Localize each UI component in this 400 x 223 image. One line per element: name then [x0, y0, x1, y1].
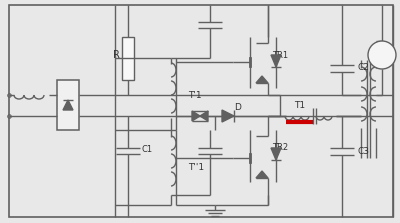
Text: TR2: TR2: [272, 143, 288, 153]
Circle shape: [368, 41, 396, 69]
Polygon shape: [256, 76, 268, 83]
Text: R: R: [113, 50, 120, 60]
Text: C2: C2: [357, 64, 369, 72]
Polygon shape: [271, 55, 281, 67]
Text: TR1: TR1: [272, 50, 288, 60]
Text: C3: C3: [357, 147, 369, 155]
Polygon shape: [222, 110, 234, 122]
Bar: [122, 37, 134, 80]
Text: T''1: T''1: [188, 163, 204, 173]
Bar: [57, 80, 79, 130]
Polygon shape: [200, 111, 208, 121]
Polygon shape: [271, 148, 281, 160]
Polygon shape: [256, 171, 268, 178]
Text: T1: T1: [294, 101, 306, 111]
Text: C1: C1: [142, 145, 153, 155]
Polygon shape: [192, 111, 200, 121]
Polygon shape: [63, 100, 73, 110]
Text: T'1: T'1: [188, 91, 202, 99]
Text: D: D: [234, 103, 242, 112]
